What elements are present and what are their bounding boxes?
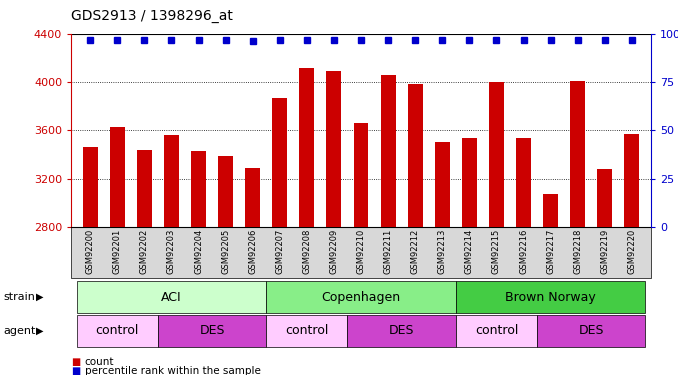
Text: control: control: [475, 324, 518, 338]
Text: DES: DES: [199, 324, 225, 338]
Text: DES: DES: [578, 324, 604, 338]
Bar: [110, 127, 125, 227]
Bar: [354, 123, 368, 227]
Bar: [489, 82, 504, 227]
Bar: [218, 156, 233, 227]
Bar: [597, 169, 612, 227]
Text: DES: DES: [389, 324, 414, 338]
Bar: [570, 81, 585, 227]
Text: ■: ■: [71, 357, 81, 367]
Text: control: control: [96, 324, 139, 338]
Bar: [435, 142, 450, 227]
Text: percentile rank within the sample: percentile rank within the sample: [85, 366, 260, 375]
Bar: [462, 138, 477, 227]
Text: strain: strain: [3, 292, 35, 302]
Text: ■: ■: [71, 366, 81, 375]
Text: Copenhagen: Copenhagen: [321, 291, 401, 304]
Bar: [300, 68, 315, 227]
Bar: [327, 71, 342, 227]
Bar: [543, 194, 558, 227]
Text: ACI: ACI: [161, 291, 182, 304]
Text: Brown Norway: Brown Norway: [505, 291, 596, 304]
Text: ▶: ▶: [35, 326, 43, 336]
Text: GDS2913 / 1398296_at: GDS2913 / 1398296_at: [71, 9, 233, 23]
Bar: [516, 138, 531, 227]
Bar: [407, 84, 422, 227]
Bar: [164, 135, 179, 227]
Bar: [137, 150, 152, 227]
Bar: [273, 98, 287, 227]
Text: ▶: ▶: [35, 292, 43, 302]
Text: agent: agent: [3, 326, 36, 336]
Bar: [245, 168, 260, 227]
Bar: [191, 151, 206, 227]
Text: count: count: [85, 357, 115, 367]
Text: control: control: [285, 324, 329, 338]
Bar: [83, 147, 98, 227]
Bar: [380, 75, 395, 227]
Bar: [624, 134, 639, 227]
